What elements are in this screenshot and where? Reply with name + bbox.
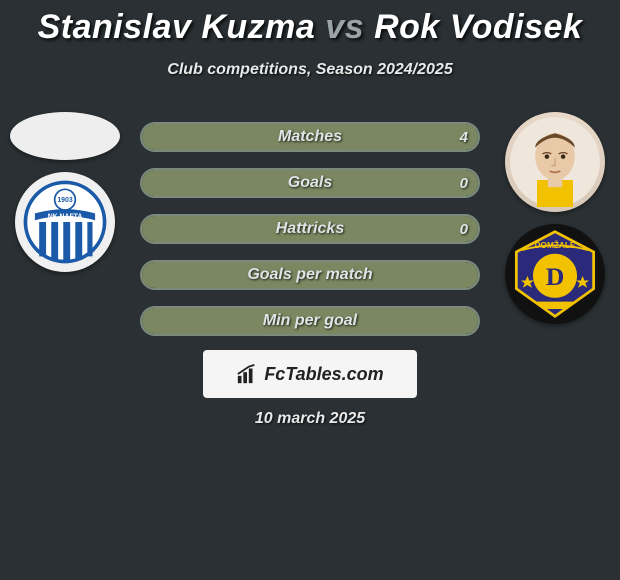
badge-text: NK NAFTA — [48, 214, 83, 221]
stat-label: Min per goal — [142, 308, 478, 334]
stat-row: Min per goal — [140, 306, 480, 336]
stat-value-right: 0 — [460, 170, 468, 196]
stat-row: Hattricks0 — [140, 214, 480, 244]
stat-bars: Matches4Goals0Hattricks0Goals per matchM… — [140, 122, 480, 352]
player-face-icon — [510, 117, 600, 207]
page-title: Stanislav Kuzma vs Rok Vodisek — [0, 0, 620, 47]
player-left-club-logo: 1903 NK NAFTA — [15, 172, 115, 272]
stat-row: Matches4 — [140, 122, 480, 152]
stat-row: Goals0 — [140, 168, 480, 198]
title-vs: vs — [325, 8, 364, 46]
player-right-club-logo: DOMŽALE D — [505, 224, 605, 324]
badge-letter: D — [546, 262, 565, 291]
badge-year: 1903 — [57, 197, 72, 204]
branding-box[interactable]: FcTables.com — [203, 350, 417, 398]
stat-row: Goals per match — [140, 260, 480, 290]
nafta-badge-icon: 1903 NK NAFTA — [22, 179, 108, 265]
right-player-column: DOMŽALE D — [495, 112, 615, 324]
left-player-column: 1903 NK NAFTA — [5, 112, 125, 272]
player-left-avatar — [10, 112, 120, 160]
stat-label: Matches — [142, 124, 478, 150]
stat-value-right: 4 — [460, 124, 468, 150]
title-player2: Rok Vodisek — [374, 8, 582, 46]
stat-label: Goals per match — [142, 262, 478, 288]
subtitle: Club competitions, Season 2024/2025 — [0, 61, 620, 79]
stat-value-right: 0 — [460, 216, 468, 242]
comparison-card: Stanislav Kuzma vs Rok Vodisek Club comp… — [0, 0, 620, 580]
badge-text: DOMŽALE — [535, 239, 576, 250]
stat-label: Goals — [142, 170, 478, 196]
stat-label: Hattricks — [142, 216, 478, 242]
bar-chart-icon — [236, 363, 258, 385]
branding-text: FcTables.com — [264, 364, 383, 385]
domzale-badge-icon: DOMŽALE D — [509, 228, 601, 320]
title-player1: Stanislav Kuzma — [38, 8, 316, 46]
date-line: 10 march 2025 — [0, 410, 620, 428]
player-right-avatar — [505, 112, 605, 212]
